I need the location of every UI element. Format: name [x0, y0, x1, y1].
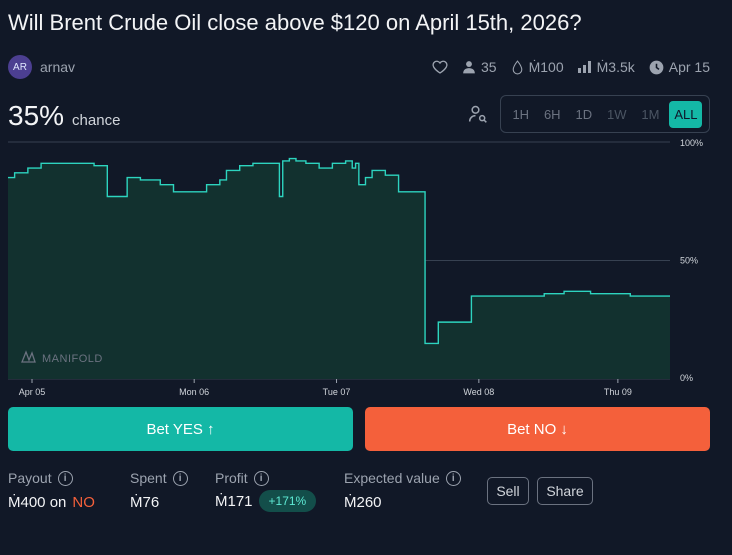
x-tick-label: Thu 09	[604, 387, 632, 397]
payout-label-row: Payout i	[8, 470, 95, 486]
time-range-1w[interactable]: 1W	[606, 106, 627, 122]
payout-block: Payout i Ṁ400 on NO	[8, 470, 95, 511]
expected-value-row: Ṁ260	[344, 494, 461, 511]
payout-label: Payout	[8, 470, 52, 486]
market-meta-row: AR arnav 35 Ṁ100 Ṁ3.5k Apr 15	[8, 55, 710, 79]
x-tick-label: Apr 05	[19, 387, 46, 397]
author-name[interactable]: arnav	[40, 59, 76, 75]
expected-label: Expected value	[344, 470, 440, 486]
sell-button[interactable]: Sell	[487, 477, 529, 505]
droplet-icon	[512, 59, 522, 74]
x-tick-label: Wed 08	[463, 387, 494, 397]
market-stats: 35 Ṁ100 Ṁ3.5k Apr 15	[432, 59, 710, 75]
time-range-selector: 1H 6H 1D 1W 1M ALL	[500, 95, 710, 133]
x-tick-label: Mon 06	[179, 387, 209, 397]
profit-label: Profit	[215, 470, 248, 486]
time-range-6h[interactable]: 6H	[543, 106, 561, 122]
profit-value: Ṁ171	[215, 492, 253, 510]
manifold-logo-icon	[21, 350, 36, 363]
expected-label-row: Expected value i	[344, 470, 461, 486]
liquidity-stat: Ṁ100	[511, 59, 564, 75]
profit-label-row: Profit i	[215, 470, 316, 486]
payout-value-row: Ṁ400 on NO	[8, 494, 95, 511]
spent-block: Spent i Ṁ76	[130, 470, 188, 511]
spent-label-row: Spent i	[130, 470, 188, 486]
y-tick-label: 50%	[680, 256, 698, 266]
expected-value: Ṁ260	[344, 494, 382, 511]
probability-line	[8, 157, 670, 345]
user-icon	[463, 61, 475, 74]
user-position-filter-button[interactable]	[468, 104, 488, 129]
traders-count: 35	[481, 59, 497, 75]
volume-stat: Ṁ3.5k	[577, 59, 635, 75]
time-range-all[interactable]: ALL	[669, 100, 703, 128]
time-range-1h[interactable]: 1H	[512, 106, 530, 122]
y-tick-label: 100%	[680, 138, 703, 148]
user-search-icon[interactable]	[468, 104, 488, 124]
probability-label: chance	[72, 112, 121, 129]
probability-display: 35% chance	[8, 100, 120, 132]
spent-value-row: Ṁ76	[130, 494, 188, 511]
like-button[interactable]	[432, 59, 448, 75]
probability-chart[interactable]: 100% 50% 0% Apr 05 Mon 06 Tue 07 Wed 08 Thu 09…	[0, 136, 732, 402]
info-icon[interactable]: i	[172, 470, 188, 486]
market-title: Will Brent Crude Oil close above $120 on…	[8, 10, 582, 35]
info-icon[interactable]: i	[57, 470, 73, 486]
close-date-stat[interactable]: Apr 15	[649, 59, 710, 75]
profit-percent-badge: +171%	[258, 490, 317, 512]
manifold-watermark: MANIFOLD	[21, 350, 103, 365]
traders-stat: 35	[462, 59, 497, 75]
probability-value: 35%	[8, 100, 65, 131]
info-icon[interactable]: i	[445, 470, 461, 486]
time-range-1m[interactable]: 1M	[641, 106, 660, 122]
spent-value: Ṁ76	[130, 494, 160, 511]
avatar[interactable]: AR	[8, 55, 32, 79]
bet-no-button[interactable]: Bet NO ↓	[365, 407, 710, 451]
watermark-text: MANIFOLD	[42, 353, 103, 365]
info-icon[interactable]: i	[253, 470, 269, 486]
expected-value-block: Expected value i Ṁ260	[344, 470, 461, 511]
y-tick-label: 0%	[680, 373, 693, 383]
payout-amount: Ṁ400 on	[8, 494, 67, 511]
heart-icon[interactable]	[432, 59, 448, 75]
probability-area	[8, 158, 670, 379]
author[interactable]: AR arnav	[8, 55, 75, 79]
volume-value: Ṁ3.5k	[596, 59, 635, 75]
bar-chart-icon	[577, 61, 591, 73]
close-date[interactable]: Apr 15	[668, 59, 710, 75]
share-button[interactable]: Share	[537, 477, 593, 505]
spent-label: Spent	[130, 470, 167, 486]
liquidity-value: Ṁ100	[528, 59, 564, 75]
profit-block: Profit i Ṁ171 +171%	[215, 470, 317, 512]
x-tick-label: Tue 07	[323, 387, 351, 397]
profit-value-row: Ṁ171 +171%	[215, 490, 317, 512]
bet-yes-button[interactable]: Bet YES ↑	[8, 407, 353, 451]
clock-icon	[649, 60, 664, 74]
payout-side: NO	[72, 494, 95, 511]
time-range-1d[interactable]: 1D	[575, 106, 593, 122]
